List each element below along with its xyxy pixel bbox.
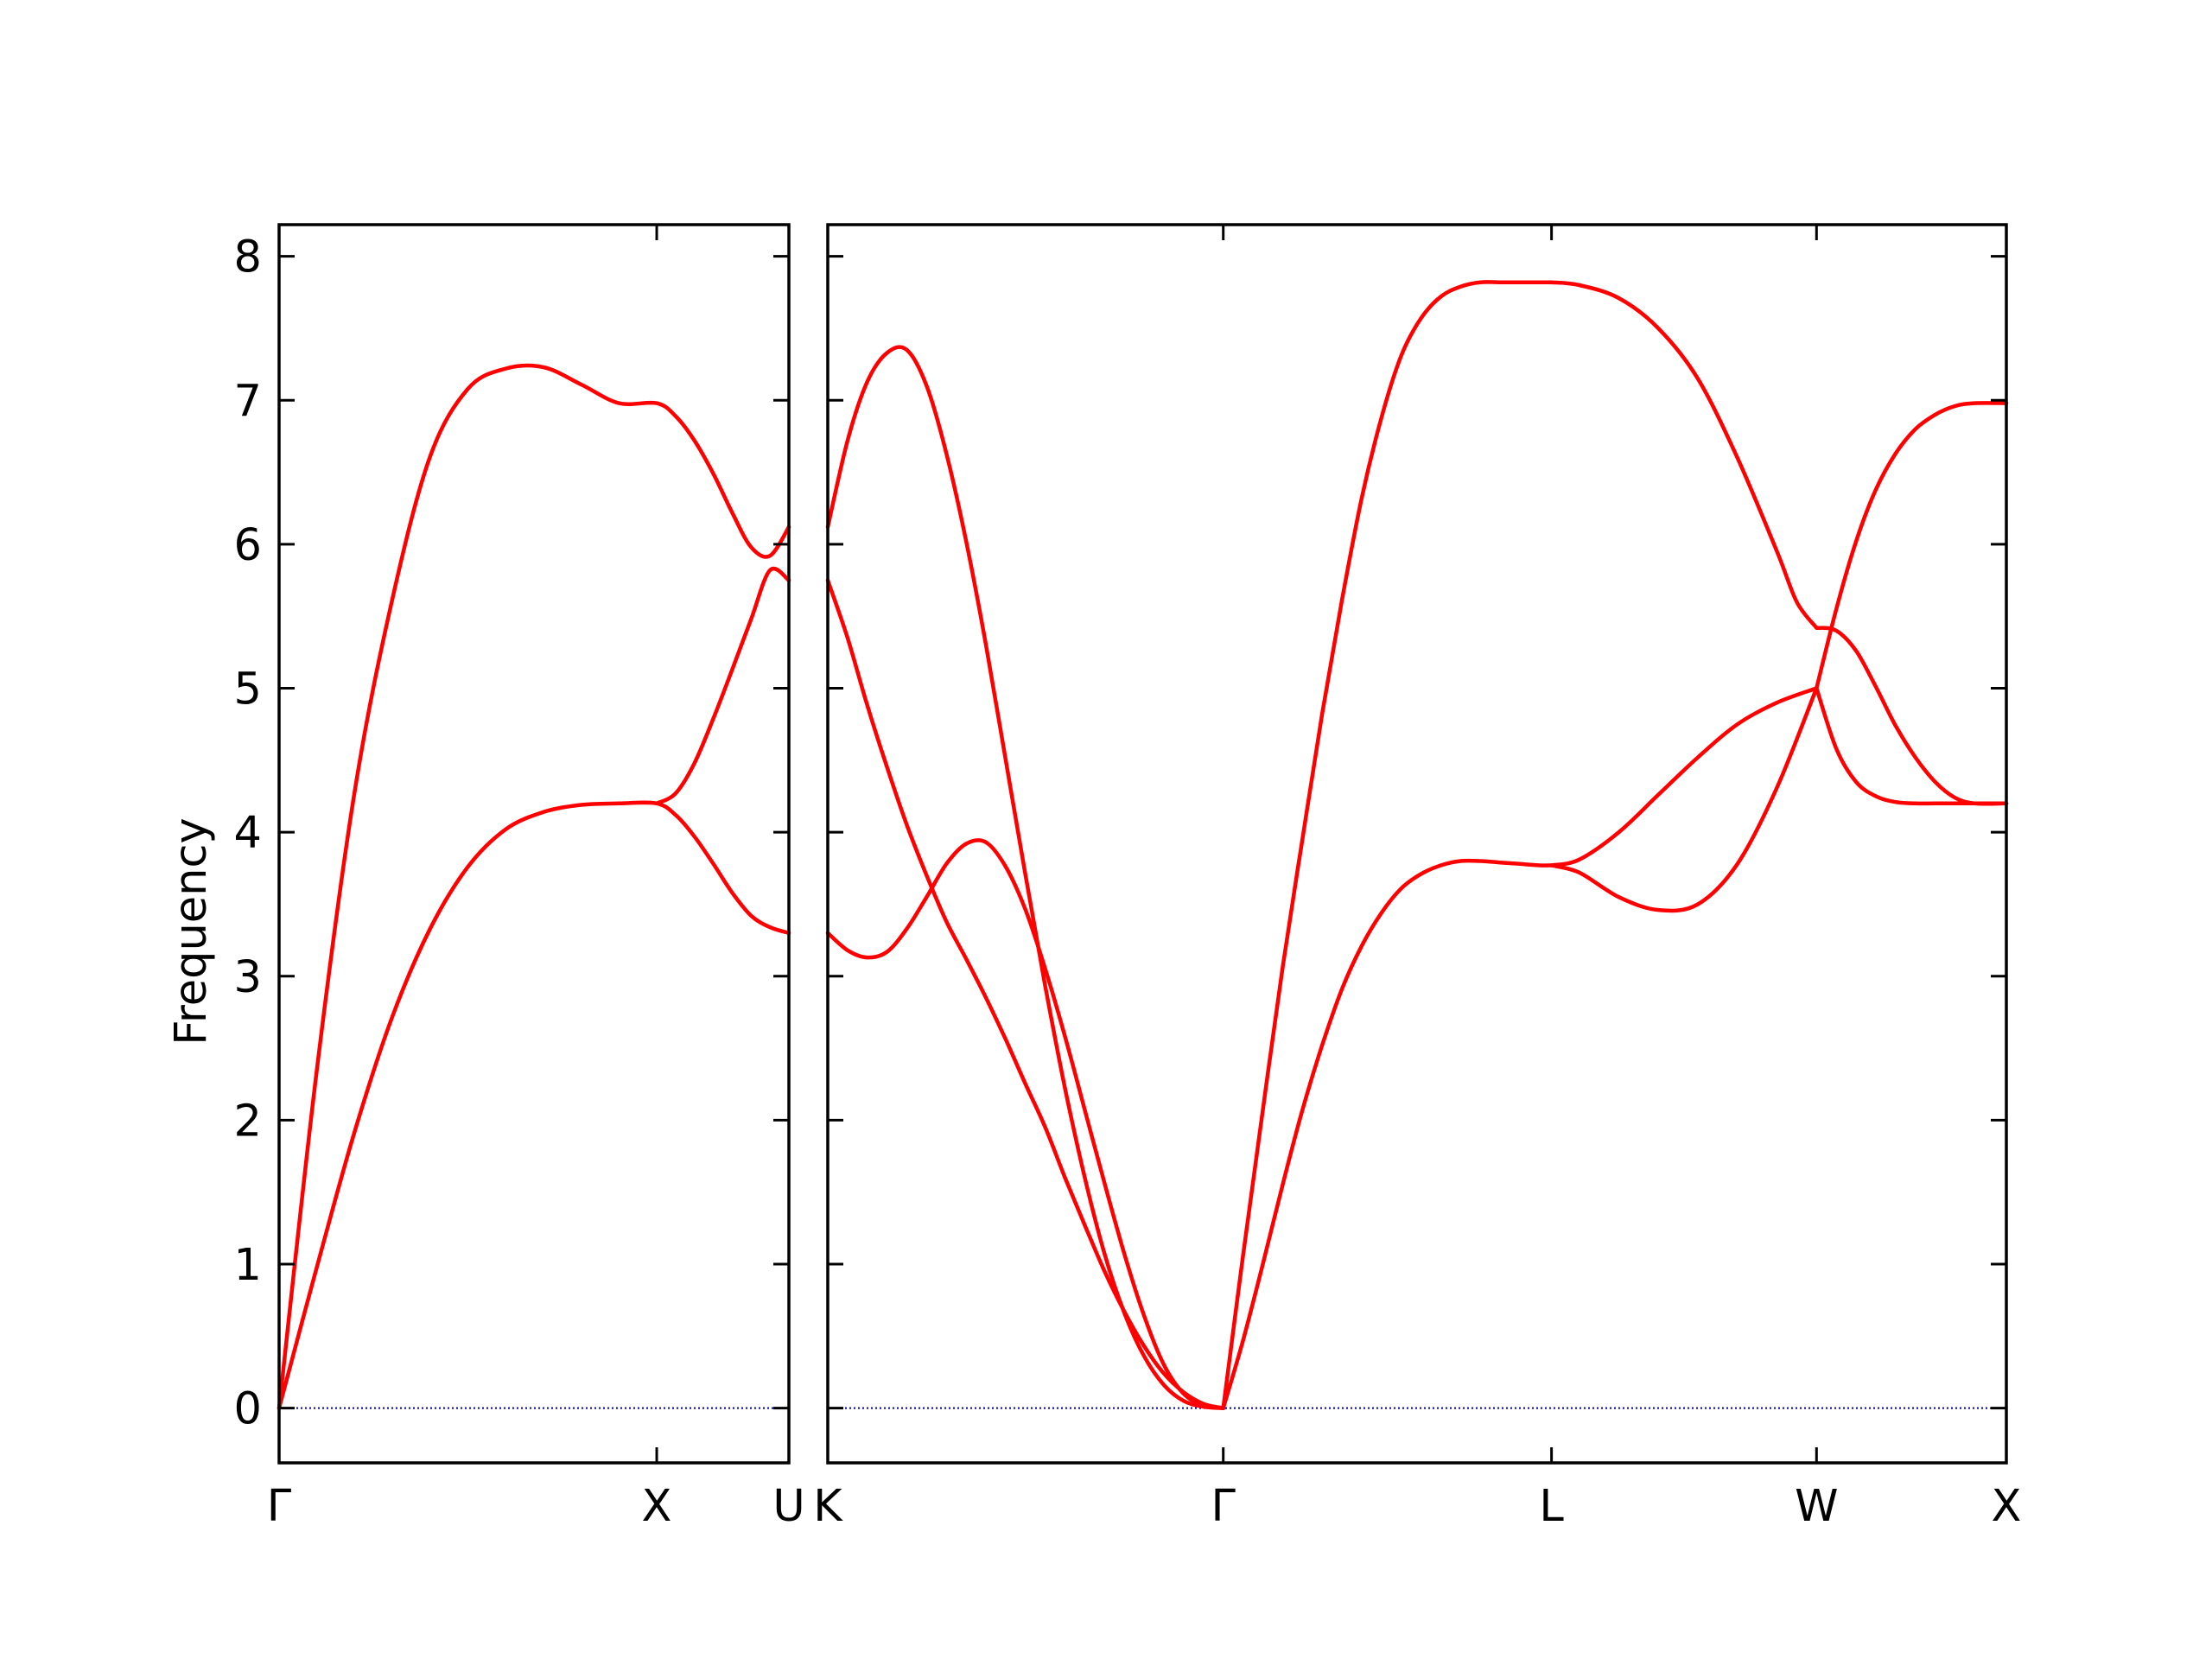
plot-frame [277, 223, 791, 1465]
y-tick-label: 0 [234, 1384, 262, 1435]
band-line-1-5 [1549, 686, 1819, 913]
band-line-1-2 [825, 345, 1225, 1410]
x-tick-label: X [642, 1481, 672, 1532]
band-line-1-0 [825, 838, 1225, 1410]
y-tick-label: 2 [234, 1096, 262, 1147]
band-line-1-7 [1549, 280, 1819, 630]
y-axis-title: Frequency [166, 817, 217, 1045]
x-tick-label: U [772, 1481, 804, 1532]
x-tick-label: K [813, 1481, 843, 1532]
band-line-0-0 [276, 800, 791, 1410]
band-line-0-2 [654, 566, 791, 806]
x-tick-label: Γ [1211, 1481, 1236, 1532]
x-tick-label: X [1992, 1481, 2022, 1532]
band-line-1-1 [825, 578, 1225, 1410]
x-tick-label: Γ [267, 1481, 292, 1532]
y-tick-label: 4 [234, 808, 262, 859]
y-tick-label: 1 [234, 1240, 262, 1291]
y-tick-label: 5 [234, 664, 262, 715]
band-line-1-3 [1221, 858, 1554, 1410]
plot-frame [826, 223, 2008, 1465]
x-tick-label: L [1539, 1481, 1564, 1532]
band-line-1-8 [1815, 626, 2009, 806]
band-line-1-6 [1549, 686, 1819, 868]
y-tick-label: 3 [234, 952, 262, 1003]
y-tick-label: 7 [234, 376, 262, 427]
y-tick-labels: 0 1 2 3 4 5 6 7 8 [234, 232, 262, 1435]
band-line-1-9 [1815, 401, 2009, 690]
band-line-1-4 [1221, 280, 1554, 1410]
band-line-1-10 [1815, 686, 2009, 806]
x-tick-label: W [1795, 1481, 1838, 1532]
y-tick-label: 6 [234, 520, 262, 571]
y-tick-label: 8 [234, 232, 262, 283]
band-line-0-1 [276, 363, 791, 1410]
